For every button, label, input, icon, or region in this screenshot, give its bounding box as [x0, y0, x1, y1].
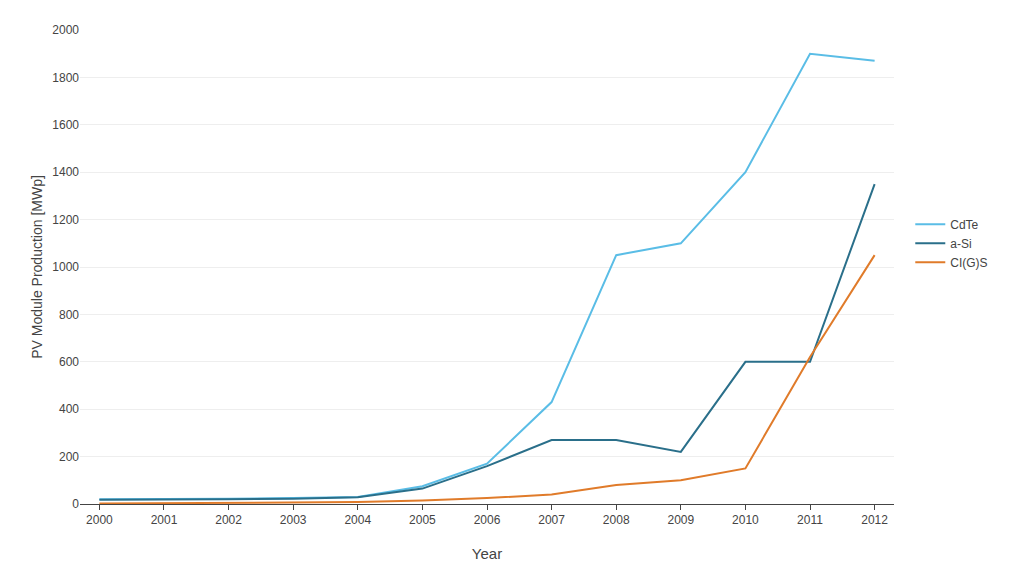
svg-text:2000: 2000	[52, 23, 79, 37]
svg-text:600: 600	[59, 355, 79, 369]
svg-text:1800: 1800	[52, 71, 79, 85]
svg-text:CdTe: CdTe	[950, 218, 978, 232]
svg-text:2007: 2007	[538, 513, 565, 527]
svg-text:Year: Year	[472, 545, 502, 562]
svg-text:2012: 2012	[861, 513, 888, 527]
svg-text:200: 200	[59, 450, 79, 464]
svg-text:a-Si: a-Si	[950, 237, 971, 251]
svg-text:2011: 2011	[797, 513, 823, 527]
svg-text:CI(G)S: CI(G)S	[950, 256, 987, 270]
svg-text:0: 0	[72, 497, 79, 511]
svg-text:2005: 2005	[409, 513, 436, 527]
svg-text:2001: 2001	[151, 513, 178, 527]
svg-text:2003: 2003	[280, 513, 307, 527]
svg-text:1000: 1000	[52, 260, 79, 274]
svg-text:1400: 1400	[52, 165, 79, 179]
svg-text:1200: 1200	[52, 213, 79, 227]
svg-text:400: 400	[59, 402, 79, 416]
svg-text:2002: 2002	[215, 513, 242, 527]
svg-text:2006: 2006	[474, 513, 501, 527]
svg-text:2000: 2000	[86, 513, 113, 527]
svg-text:2009: 2009	[667, 513, 694, 527]
svg-text:2010: 2010	[732, 513, 759, 527]
svg-text:PV Module Production [MWp]: PV Module Production [MWp]	[29, 175, 45, 359]
svg-text:1600: 1600	[52, 118, 79, 132]
svg-text:800: 800	[59, 308, 79, 322]
svg-text:2008: 2008	[603, 513, 630, 527]
svg-text:2004: 2004	[344, 513, 371, 527]
